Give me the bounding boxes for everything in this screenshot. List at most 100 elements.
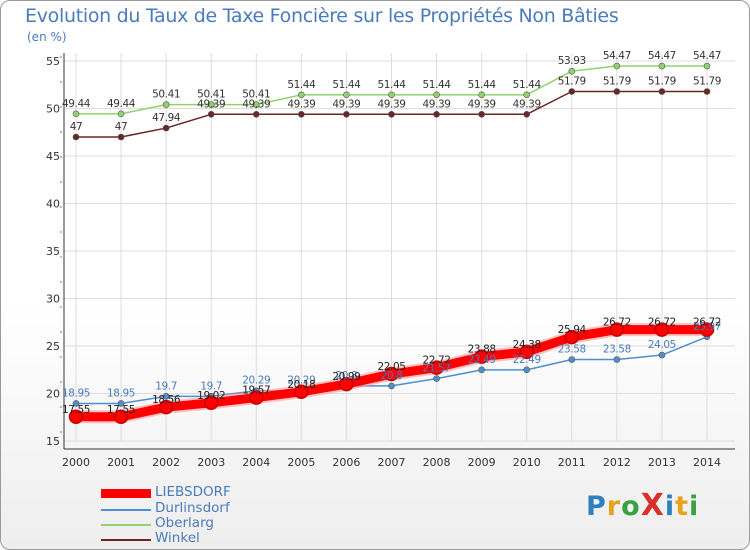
data-point-durlinsdorf [388, 382, 395, 390]
data-point-durlinsdorf [523, 366, 531, 374]
logo-letter: o [621, 491, 641, 522]
data-label-oberlarg: 49.44 [62, 98, 91, 110]
data-label-oberlarg: 50.41 [152, 89, 180, 101]
data-label-liebsdorf: 24.38 [513, 339, 541, 351]
data-point-durlinsdorf [162, 393, 170, 400]
x-tick-label: 2005 [287, 456, 315, 469]
data-point-liebsdorf [203, 395, 219, 411]
data-point-winkel [162, 124, 170, 132]
data-point-oberlarg [658, 62, 666, 70]
data-point-oberlarg [207, 101, 215, 108]
data-label-winkel: 47 [115, 121, 128, 133]
data-point-winkel [252, 110, 260, 118]
data-label-winkel: 51.79 [558, 75, 586, 87]
x-tick-label: 2011 [558, 456, 586, 469]
chart-unit-label: (en %) [27, 30, 67, 44]
data-label-winkel: 47.94 [152, 112, 181, 124]
data-label-liebsdorf: 23.88 [468, 344, 496, 356]
axis-layer: 15 20 25 30 35 40 45 50 55 2000 2001 2002 2003 2004 20… [46, 53, 735, 469]
data-label-oberlarg: 51.44 [513, 79, 542, 91]
data-point-liebsdorf [474, 349, 489, 364]
data-point-oberlarg [523, 91, 531, 99]
data-label-oberlarg: 54.47 [603, 50, 631, 62]
data-point-liebsdorf [68, 409, 84, 425]
data-label-winkel: 49.39 [423, 98, 451, 110]
x-tick-label: 2013 [648, 456, 676, 469]
data-point-winkel [72, 133, 80, 141]
x-tick-label: 2003 [197, 456, 225, 469]
data-label-oberlarg: 54.47 [648, 50, 676, 62]
data-label-oberlarg: 51.44 [287, 79, 316, 91]
y-tick-label: 25 [46, 340, 60, 353]
data-label-oberlarg: 51.44 [423, 79, 452, 91]
data-label-durlinsdorf: 19.7 [155, 380, 177, 392]
data-label-durlinsdorf: 18.95 [107, 387, 135, 399]
data-point-durlinsdorf [72, 400, 80, 407]
proxiti-logo: ProXiti [586, 488, 699, 523]
series-layer [68, 62, 715, 425]
data-label-liebsdorf: 26.72 [648, 317, 676, 329]
data-label-durlinsdorf: 19.7 [200, 380, 222, 392]
legend-swatch-liebsdorf [101, 489, 151, 498]
data-point-winkel [478, 110, 485, 118]
data-label-winkel: 47 [70, 121, 83, 133]
legend-item-liebsdorf: LIEBSDORF [101, 484, 321, 502]
data-label-durlinsdorf: 23.58 [603, 343, 631, 355]
legend-item-oberlarg: Oberlarg [101, 515, 321, 533]
legend-item-durlinsdorf: Durlinsdorf [101, 500, 321, 518]
data-label-liebsdorf: 17.55 [62, 404, 90, 416]
x-tick-label: 2004 [242, 456, 270, 469]
data-point-winkel [388, 110, 395, 118]
data-label-oberlarg: 53.93 [558, 55, 586, 67]
y-tick-label: 30 [46, 293, 60, 306]
data-point-liebsdorf [564, 329, 580, 345]
data-label-layer: 47 47 47.94 49.39 49.39 49.39 49.39 49.39 49.39 4… [62, 50, 721, 416]
data-label-durlinsdorf: 20.29 [287, 375, 315, 387]
data-label-oberlarg: 51.44 [468, 79, 497, 91]
data-point-durlinsdorf [568, 356, 576, 363]
data-point-liebsdorf [294, 384, 309, 400]
data-label-durlinsdorf: 20.8 [336, 370, 358, 382]
data-label-liebsdorf: 22.72 [423, 355, 451, 367]
logo-letter: X [640, 488, 665, 523]
x-tick-label: 2002 [152, 456, 180, 469]
data-point-oberlarg [433, 91, 440, 99]
data-point-winkel [523, 110, 531, 118]
data-point-winkel [658, 88, 666, 95]
data-point-liebsdorf [158, 399, 174, 415]
data-point-oberlarg [117, 110, 125, 118]
data-point-oberlarg [568, 67, 576, 75]
data-label-liebsdorf: 26.72 [603, 317, 631, 329]
data-label-winkel: 51.79 [648, 75, 676, 87]
data-label-durlinsdorf: 20.8 [381, 370, 403, 382]
data-label-durlinsdorf: 20.29 [242, 375, 270, 387]
data-point-liebsdorf [113, 409, 129, 425]
data-label-oberlarg: 51.44 [332, 79, 361, 91]
data-label-liebsdorf: 18.56 [152, 394, 181, 406]
data-label-winkel: 49.39 [242, 98, 270, 110]
data-label-durlinsdorf: 25.97 [693, 321, 721, 333]
x-tick-label: 2006 [332, 456, 360, 469]
x-tick-label: 2000 [62, 456, 90, 469]
data-point-liebsdorf [609, 322, 625, 337]
data-point-oberlarg [298, 91, 305, 99]
chart-title: Evolution du Taux de Taxe Foncière sur l… [25, 5, 619, 27]
y-tick-label: 20 [46, 388, 60, 401]
data-point-oberlarg [72, 110, 80, 118]
x-tick-label: 2009 [468, 456, 496, 469]
data-point-durlinsdorf [613, 356, 621, 363]
data-point-winkel [298, 110, 305, 118]
x-tick-label: 2012 [603, 456, 631, 469]
data-label-durlinsdorf: 21.57 [423, 363, 451, 375]
x-tick-label: 2008 [423, 456, 451, 469]
data-point-oberlarg [343, 91, 350, 99]
data-label-winkel: 49.39 [468, 98, 496, 110]
data-label-liebsdorf: 19.02 [197, 390, 225, 402]
data-point-durlinsdorf [478, 366, 485, 374]
data-label-winkel: 49.39 [287, 98, 315, 110]
data-label-winkel: 51.79 [603, 75, 631, 87]
data-point-oberlarg [478, 91, 485, 99]
logo-letter: r [606, 491, 622, 522]
legend-label-winkel: Winkel [155, 530, 200, 546]
